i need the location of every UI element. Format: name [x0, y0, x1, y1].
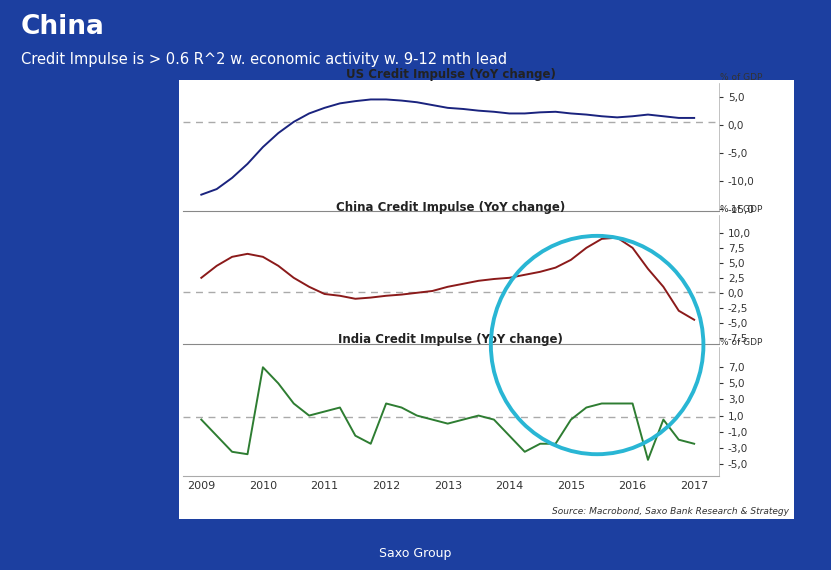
Text: % of GDP: % of GDP: [720, 205, 763, 214]
Text: % of GDP: % of GDP: [720, 73, 763, 82]
Title: US Credit Impulse (YoY change): US Credit Impulse (YoY change): [346, 68, 556, 82]
Text: % of GDP: % of GDP: [720, 337, 763, 347]
Title: India Credit Impulse (YoY change): India Credit Impulse (YoY change): [338, 333, 563, 346]
Text: Source: Macrobond, Saxo Bank Research & Strategy: Source: Macrobond, Saxo Bank Research & …: [553, 507, 789, 516]
Text: China: China: [21, 14, 105, 40]
Text: Saxo Group: Saxo Group: [379, 547, 452, 560]
Text: Credit Impulse is > 0.6 R^2 w. economic activity w. 9-12 mth lead: Credit Impulse is > 0.6 R^2 w. economic …: [21, 52, 507, 67]
Title: China Credit Impulse (YoY change): China Credit Impulse (YoY change): [337, 201, 565, 214]
